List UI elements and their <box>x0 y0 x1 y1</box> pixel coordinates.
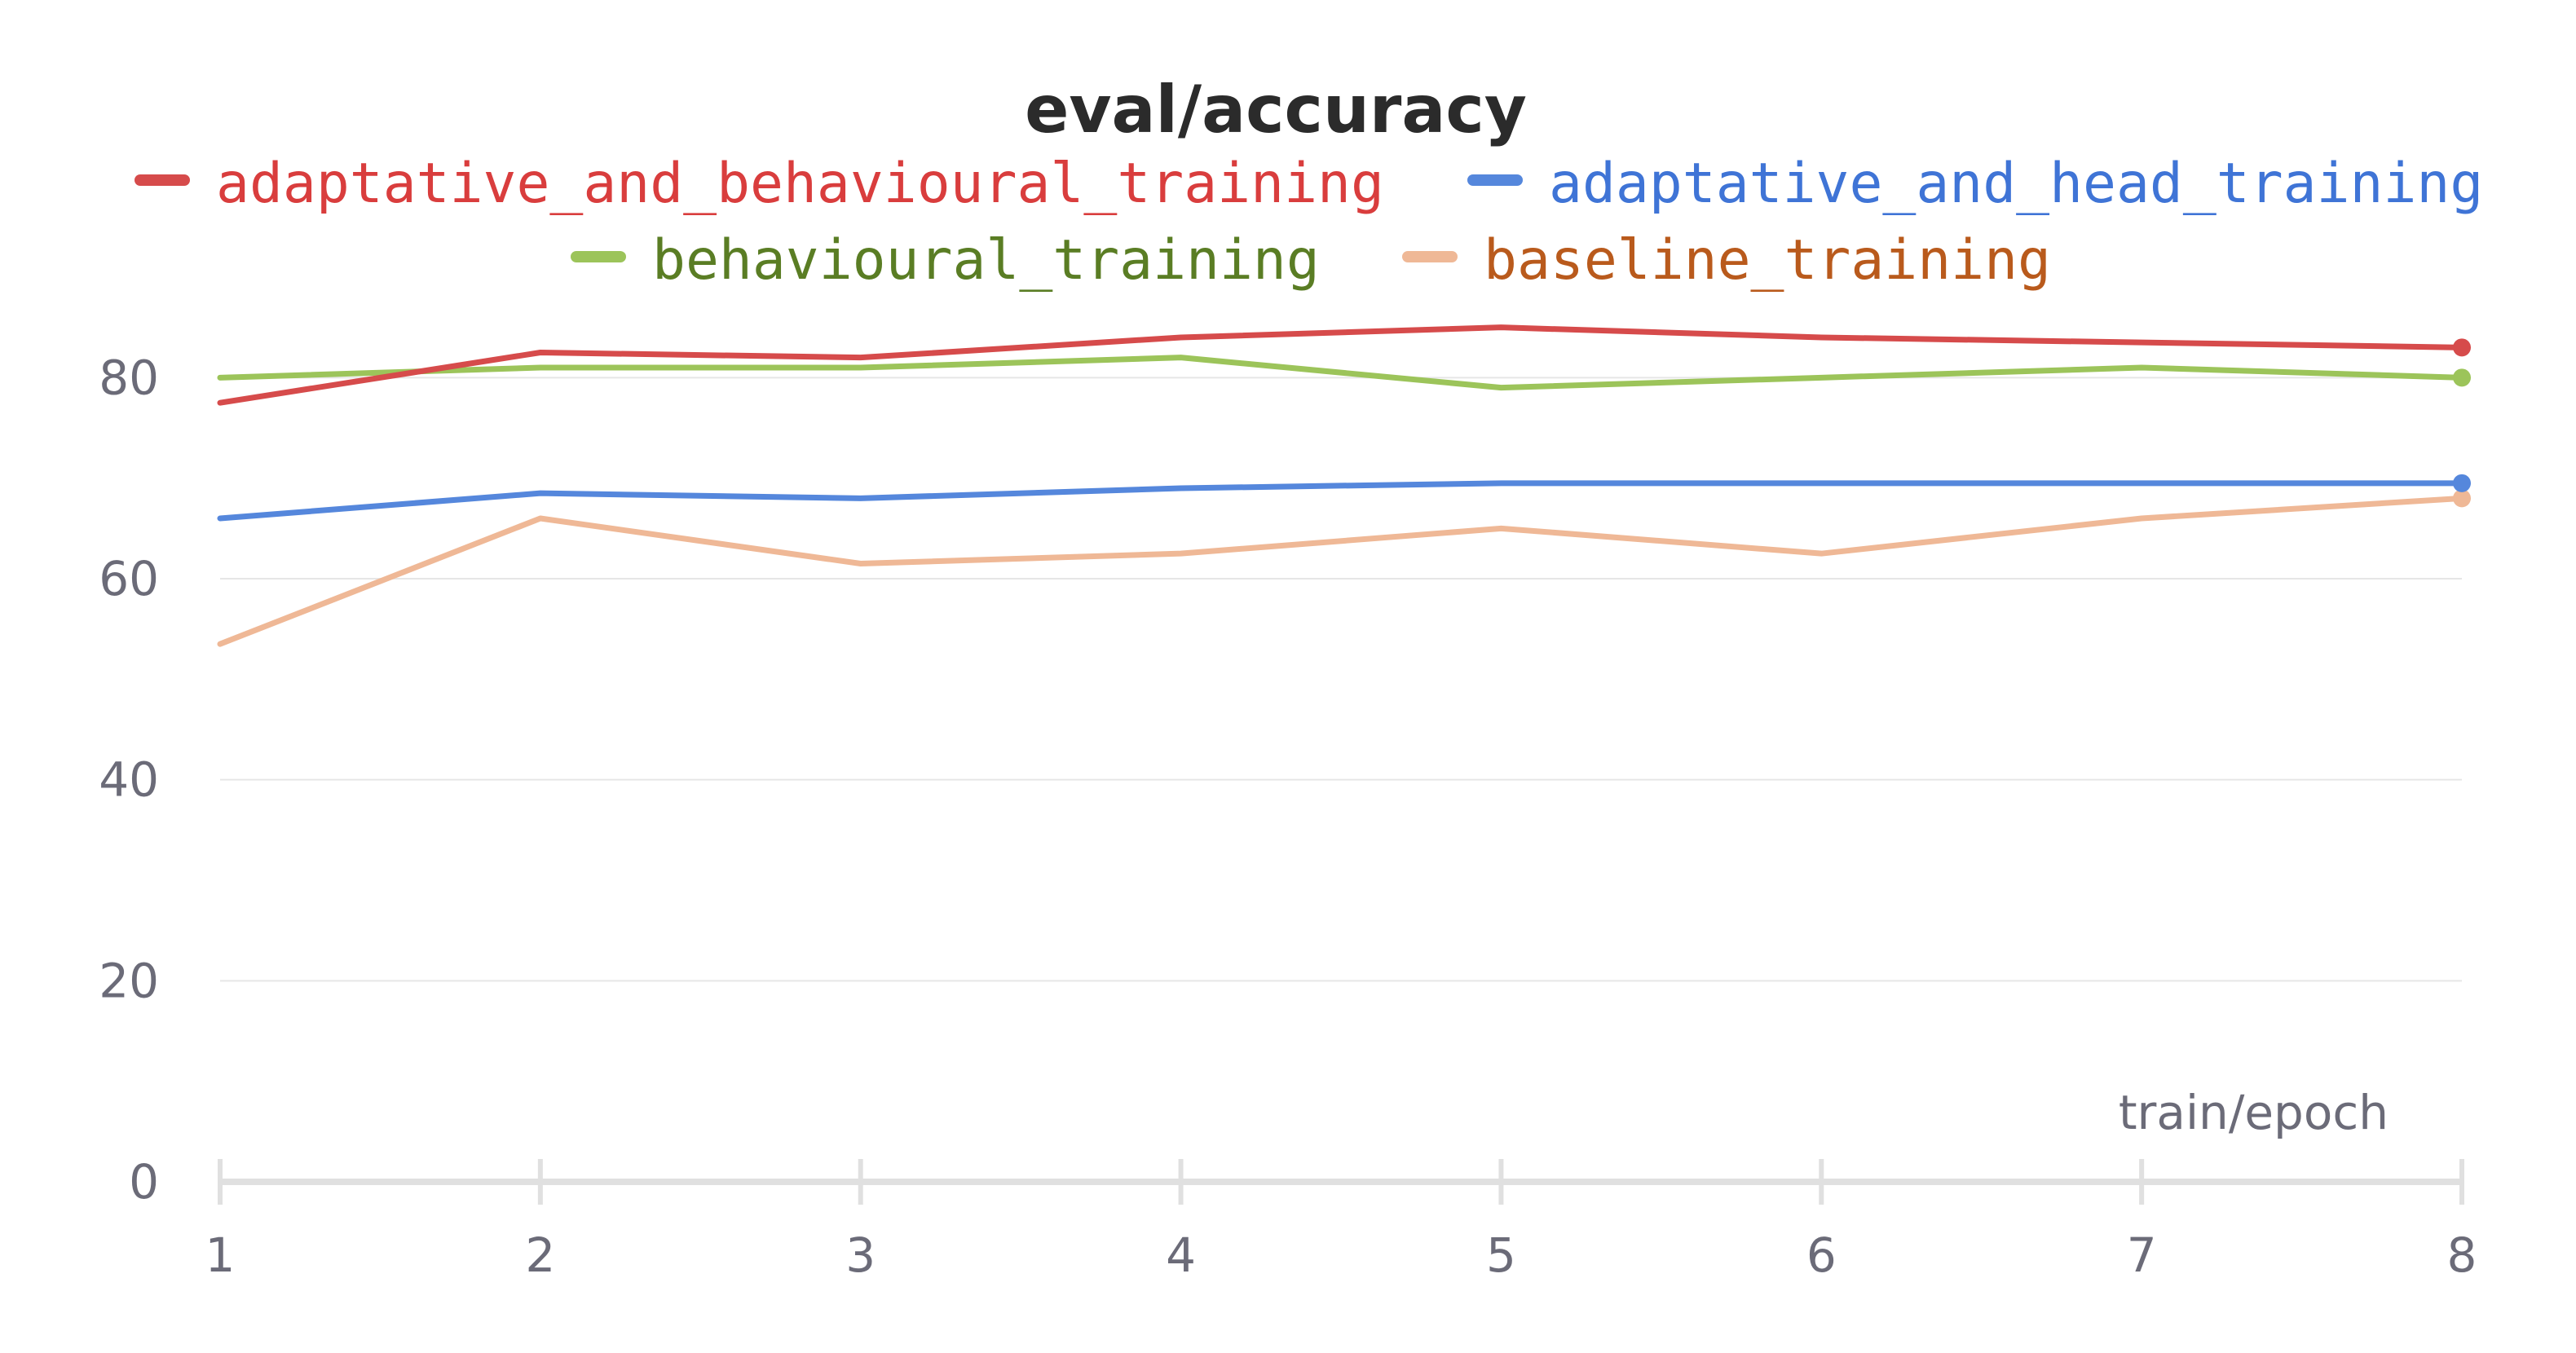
y-tick-label: 20 <box>99 953 159 1008</box>
legend-label-adaptative-and-behavioural-training: adaptative_and_behavioural_training <box>216 152 1384 216</box>
x-tick-label: 2 <box>525 1227 555 1283</box>
legend-label-behavioural-training: behavioural_training <box>652 228 1320 293</box>
data-point-adaptative-and-behavioural-training <box>2453 338 2471 357</box>
series-line-adaptative-and-head-training <box>217 480 2465 522</box>
legend-swatch-adaptative-and-behavioural-training <box>135 174 190 186</box>
legend-swatch-adaptative-and-head-training <box>1467 174 1523 186</box>
x-tick-label: 1 <box>205 1227 236 1283</box>
legend-swatch-behavioural-training <box>571 251 626 262</box>
y-tick-label: 0 <box>129 1154 159 1210</box>
data-point-adaptative-and-head-training <box>2453 474 2471 492</box>
series-line-adaptative-and-behavioural-training <box>217 324 2465 406</box>
chart-title: eval/accuracy <box>1025 72 1527 148</box>
series-line-behavioural-training <box>217 355 2465 391</box>
x-tick-label: 4 <box>1166 1227 1196 1283</box>
legend-label-adaptative-and-head-training: adaptative_and_head_training <box>1549 152 2483 216</box>
y-axis-ticks: 0 20 40 60 80 <box>99 350 159 1210</box>
x-tick-label: 5 <box>1486 1227 1516 1283</box>
x-axis-title: train/epoch <box>2119 1085 2389 1140</box>
x-axis: 1 2 3 4 5 6 7 8 <box>205 1159 2477 1283</box>
x-tick-label: 8 <box>2447 1227 2477 1283</box>
grid-lines <box>220 377 2462 982</box>
x-tick-label: 3 <box>845 1227 876 1283</box>
x-tick-label: 7 <box>2127 1227 2157 1283</box>
data-point-behavioural-training <box>2453 368 2471 387</box>
legend-label-baseline-training: baseline_training <box>1484 228 2051 293</box>
legend-swatch-baseline-training <box>1402 251 1458 262</box>
x-tick-label: 6 <box>1806 1227 1837 1283</box>
series-group <box>217 324 2471 647</box>
series-line-baseline-training <box>217 495 2465 647</box>
data-point-baseline-training <box>2453 489 2471 508</box>
y-tick-label: 80 <box>99 350 159 405</box>
chart-legend: adaptative_and_behavioural_training adapt… <box>135 152 2483 293</box>
y-tick-label: 60 <box>99 551 159 606</box>
y-tick-label: 40 <box>99 752 159 808</box>
